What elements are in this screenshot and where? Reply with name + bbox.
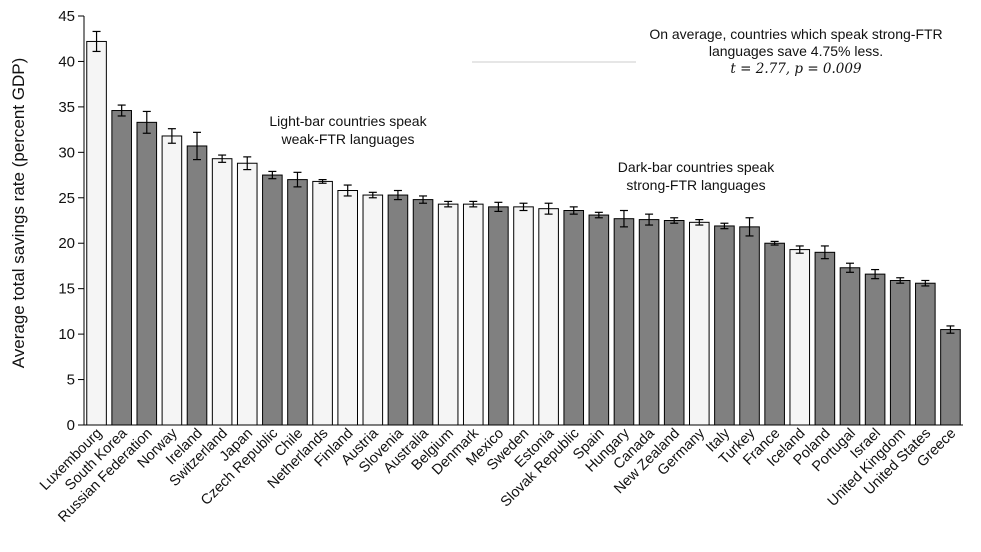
bar-estonia — [538, 208, 559, 426]
bar-norway — [161, 135, 183, 426]
bar-mexico — [488, 206, 509, 426]
bar-new-zealand — [663, 220, 685, 426]
y-tick-label: 10 — [58, 326, 75, 343]
bar-switzerland — [211, 158, 233, 426]
bar-greece — [940, 329, 961, 426]
y-tick-label: 45 — [58, 8, 75, 25]
y-tick-label: 40 — [58, 53, 75, 70]
y-tick-label: 20 — [58, 235, 75, 252]
bar-united-kingdom — [889, 279, 911, 426]
bar-slovenia — [387, 194, 409, 426]
bar-chile — [287, 179, 308, 426]
y-tick-label: 5 — [67, 372, 75, 389]
bar-iceland — [789, 249, 811, 426]
y-axis-label: Average total savings rate (percent GDP) — [9, 58, 28, 369]
annotation-weak-line2: weak-FTR languages — [280, 131, 414, 147]
bar-austria — [362, 194, 384, 426]
y-tick-label: 30 — [58, 144, 75, 161]
bar-canada — [638, 219, 660, 426]
y-tick-label: 35 — [58, 99, 75, 116]
bar-germany — [689, 221, 710, 426]
bar-sweden — [513, 206, 534, 426]
bar-israel — [864, 273, 886, 426]
annotation-strong-line1: Dark-bar countries speak — [618, 159, 775, 175]
bar-turkey — [739, 226, 760, 426]
bar-south-korea — [111, 110, 132, 426]
annotation-summary-line2: languages save 4.75% less. — [709, 43, 883, 59]
y-tick-label: 15 — [58, 281, 75, 298]
bar-finland — [337, 190, 358, 426]
annotation-summary-line1: On average, countries which speak strong… — [649, 26, 942, 42]
annotation-weak-line1: Light-bar countries speak — [269, 113, 427, 129]
y-tick-label: 25 — [58, 190, 75, 207]
bar-ireland — [186, 145, 208, 426]
bar-czech-republic — [262, 174, 283, 426]
bar-australia — [412, 199, 434, 426]
bar-japan — [236, 162, 258, 426]
bars-group — [86, 30, 961, 426]
bar-spain — [588, 214, 610, 426]
bar-portugal — [839, 267, 861, 426]
annotation-strong-line2: strong-FTR languages — [626, 177, 765, 193]
bar-italy — [714, 225, 735, 426]
bar-united-states — [915, 282, 936, 426]
bar-luxembourg — [86, 40, 107, 426]
bar-belgium — [437, 203, 459, 426]
bar-denmark — [462, 203, 484, 426]
bar-slovak-republic — [563, 210, 585, 426]
y-tick-label: 0 — [67, 417, 75, 434]
bar-netherlands — [312, 180, 333, 426]
annotation-stat-line: t = 2.77, p = 0.009 — [730, 61, 862, 77]
bar-russian-federation — [136, 121, 158, 426]
bar-poland — [814, 251, 836, 426]
bar-france — [764, 242, 785, 426]
bar-hungary — [613, 218, 635, 426]
